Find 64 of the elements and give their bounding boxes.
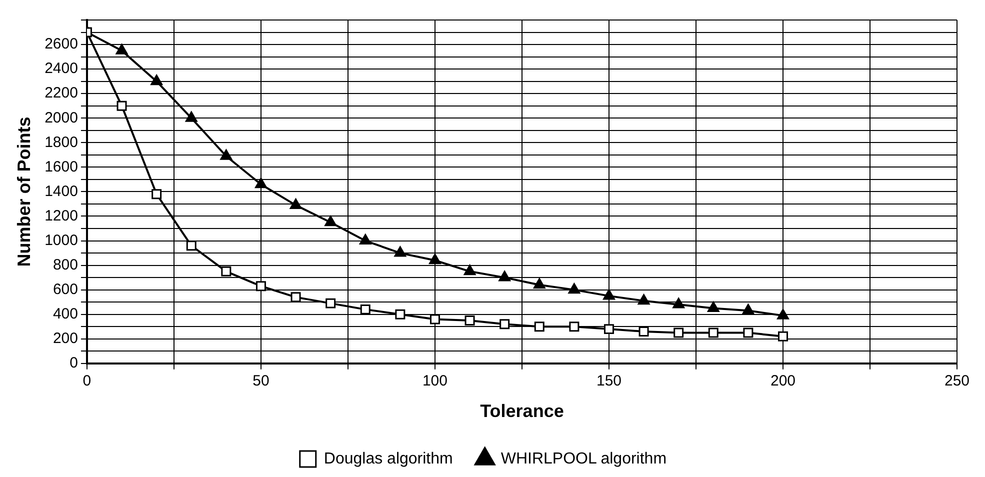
x-tick-label: 100 [422, 372, 448, 390]
y-tick-label: 1600 [44, 158, 78, 176]
point [150, 74, 163, 86]
point [638, 294, 650, 305]
point [604, 324, 614, 334]
y-tick-label: 1800 [44, 134, 78, 151]
legend-label: WHIRLPOOL algorithm [500, 450, 667, 468]
point [672, 298, 685, 308]
point [359, 234, 372, 245]
y-axis-title: Number of Points [14, 116, 34, 267]
point [500, 319, 510, 330]
y-tick-label: 0 [70, 354, 78, 372]
point [256, 281, 266, 292]
point [569, 322, 580, 332]
point [708, 328, 718, 338]
x-axis-title: Tolerance [480, 401, 564, 422]
x-tick-label: 200 [770, 372, 796, 390]
point [220, 149, 232, 160]
x-tick-label: 250 [944, 372, 970, 390]
x-tick-label: 50 [252, 372, 270, 390]
point [603, 289, 615, 300]
point [464, 315, 475, 326]
y-tick-label: 800 [52, 256, 78, 274]
point [186, 240, 196, 251]
legend-label: Douglas algorithm [324, 450, 453, 468]
y-tick-label: 1200 [44, 207, 78, 224]
y-tick-label: 400 [52, 305, 78, 322]
y-tick-label: 2200 [44, 84, 78, 102]
point [116, 44, 128, 54]
point [638, 326, 649, 337]
point [395, 309, 406, 320]
y-tick-label: 200 [52, 330, 78, 348]
point [778, 331, 788, 342]
point [116, 100, 127, 111]
point [326, 298, 336, 308]
y-tick-label: 2000 [44, 109, 78, 126]
x-tick-label: 150 [596, 372, 622, 390]
y-tick-label: 2600 [44, 36, 78, 53]
point [568, 283, 580, 294]
point [707, 301, 720, 312]
point [674, 328, 684, 338]
point [743, 328, 754, 338]
point [360, 304, 370, 314]
point [290, 198, 302, 209]
y-tick-label: 1400 [44, 182, 78, 200]
y-tick-label: 600 [52, 280, 78, 298]
point [464, 264, 476, 276]
point [255, 178, 267, 188]
point [429, 254, 441, 264]
point [498, 270, 511, 282]
point [324, 216, 337, 226]
point [533, 278, 546, 289]
point [185, 111, 198, 122]
point [742, 304, 754, 314]
point [777, 308, 789, 320]
point [394, 246, 406, 257]
point [221, 266, 232, 276]
point [152, 189, 162, 200]
x-tick-label: 0 [82, 372, 92, 390]
y-tick-label: 1000 [44, 232, 78, 249]
y-tick-label: 2400 [44, 60, 78, 78]
point [534, 322, 544, 332]
point [430, 314, 440, 324]
point [290, 292, 301, 302]
